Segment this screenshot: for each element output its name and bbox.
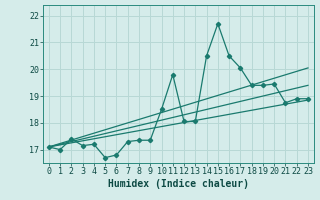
X-axis label: Humidex (Indice chaleur): Humidex (Indice chaleur)	[108, 179, 249, 189]
